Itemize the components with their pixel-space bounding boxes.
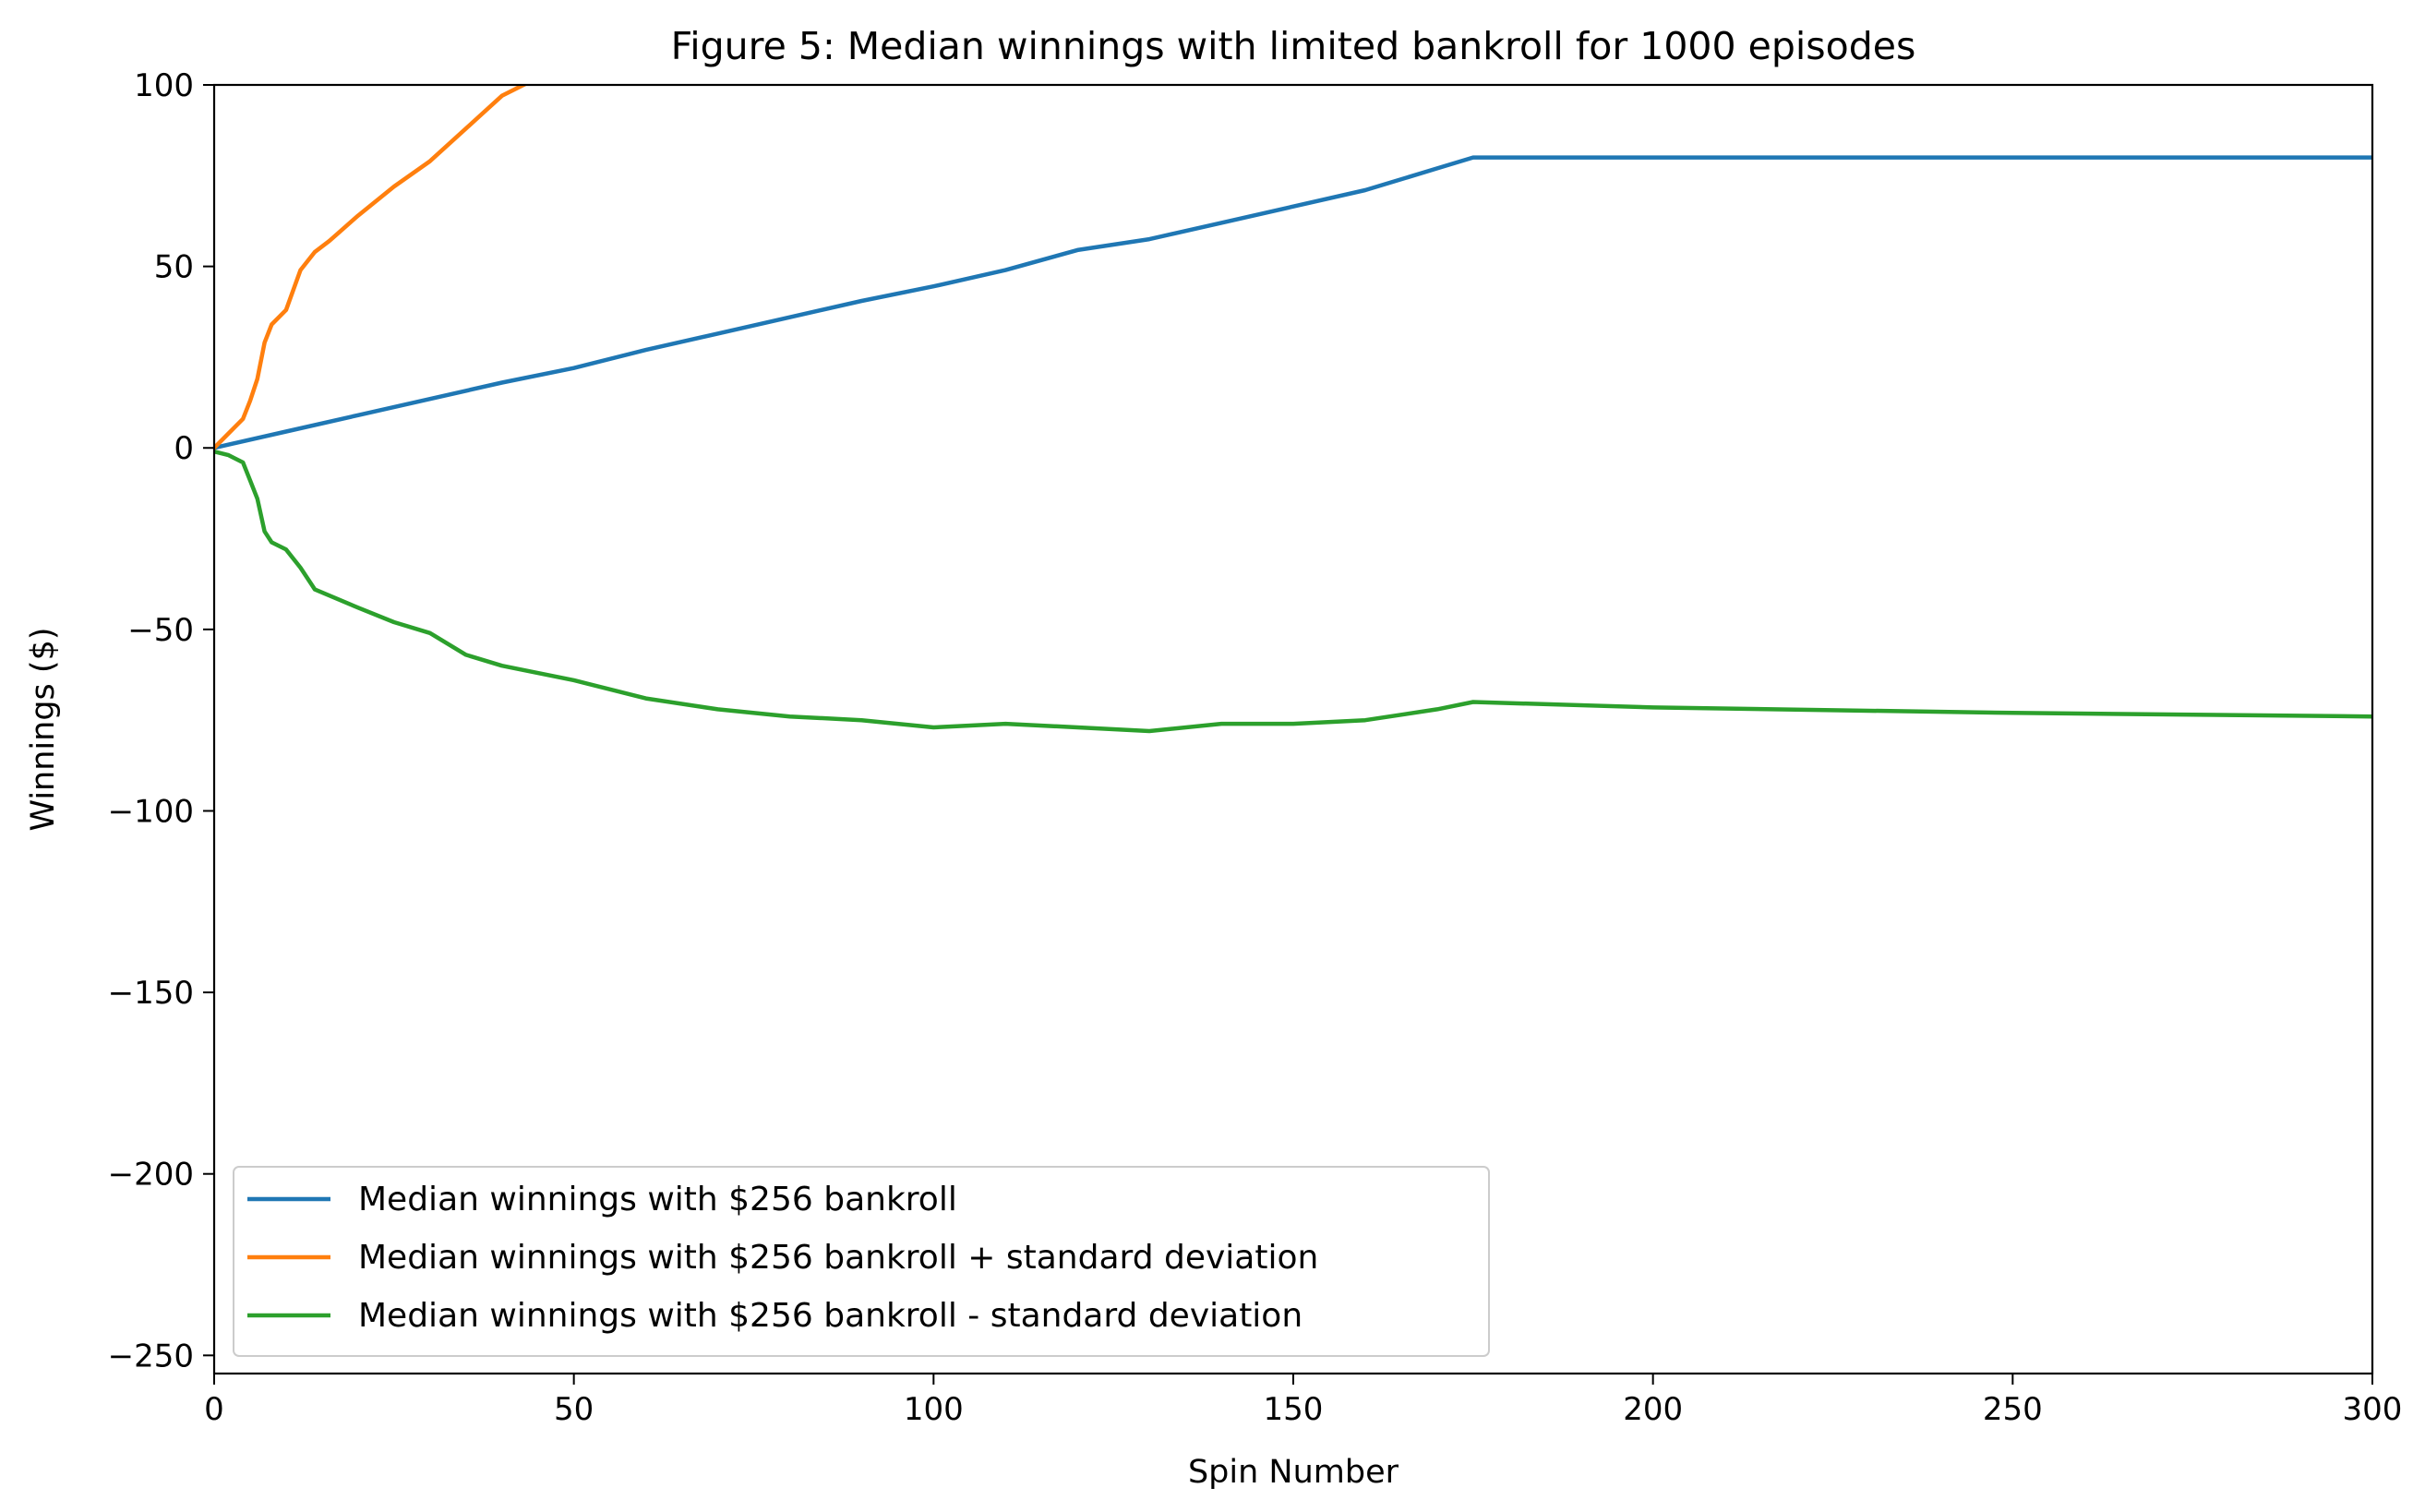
y-tick-label: −100 (108, 793, 194, 830)
x-tick-label: 250 (1983, 1391, 2043, 1428)
legend-label-2: Median winnings with $256 bankroll + sta… (358, 1239, 1318, 1277)
chart-title: Figure 5: Median winnings with limited b… (671, 24, 1916, 68)
series-line-3 (214, 449, 2372, 734)
x-tick-label: 0 (204, 1391, 224, 1428)
y-tick-label: −250 (108, 1338, 194, 1374)
x-axis-title: Spin Number (1188, 1454, 1399, 1491)
x-tick-label: 300 (2343, 1391, 2403, 1428)
legend: Median winnings with $256 bankroll Median… (233, 1166, 1490, 1357)
y-tick-label: −200 (108, 1157, 194, 1194)
y-axis-title: Winnings ($) (25, 628, 62, 832)
x-tick-label: 100 (904, 1391, 964, 1428)
series-line-2 (214, 85, 529, 451)
series-line-1 (214, 155, 2372, 450)
y-tick-label: 100 (134, 67, 194, 104)
x-tick-label: 50 (554, 1391, 594, 1428)
legend-label-1: Median winnings with $256 bankroll (358, 1181, 957, 1218)
y-axis: 100 50 0 −50 −100 −150 −200 −250 (108, 67, 214, 1374)
legend-label-3: Median winnings with $256 bankroll - sta… (358, 1297, 1303, 1335)
series-layer (214, 85, 2372, 734)
x-tick-label: 150 (1264, 1391, 1324, 1428)
y-tick-label: 50 (154, 249, 194, 286)
y-tick-label: 0 (174, 430, 194, 467)
y-tick-label: −50 (127, 612, 194, 649)
y-tick-label: −150 (108, 975, 194, 1012)
x-tick-label: 200 (1623, 1391, 1683, 1428)
x-axis: 0 50 100 150 200 250 300 (204, 1374, 2402, 1428)
legend-box (233, 1166, 1490, 1357)
